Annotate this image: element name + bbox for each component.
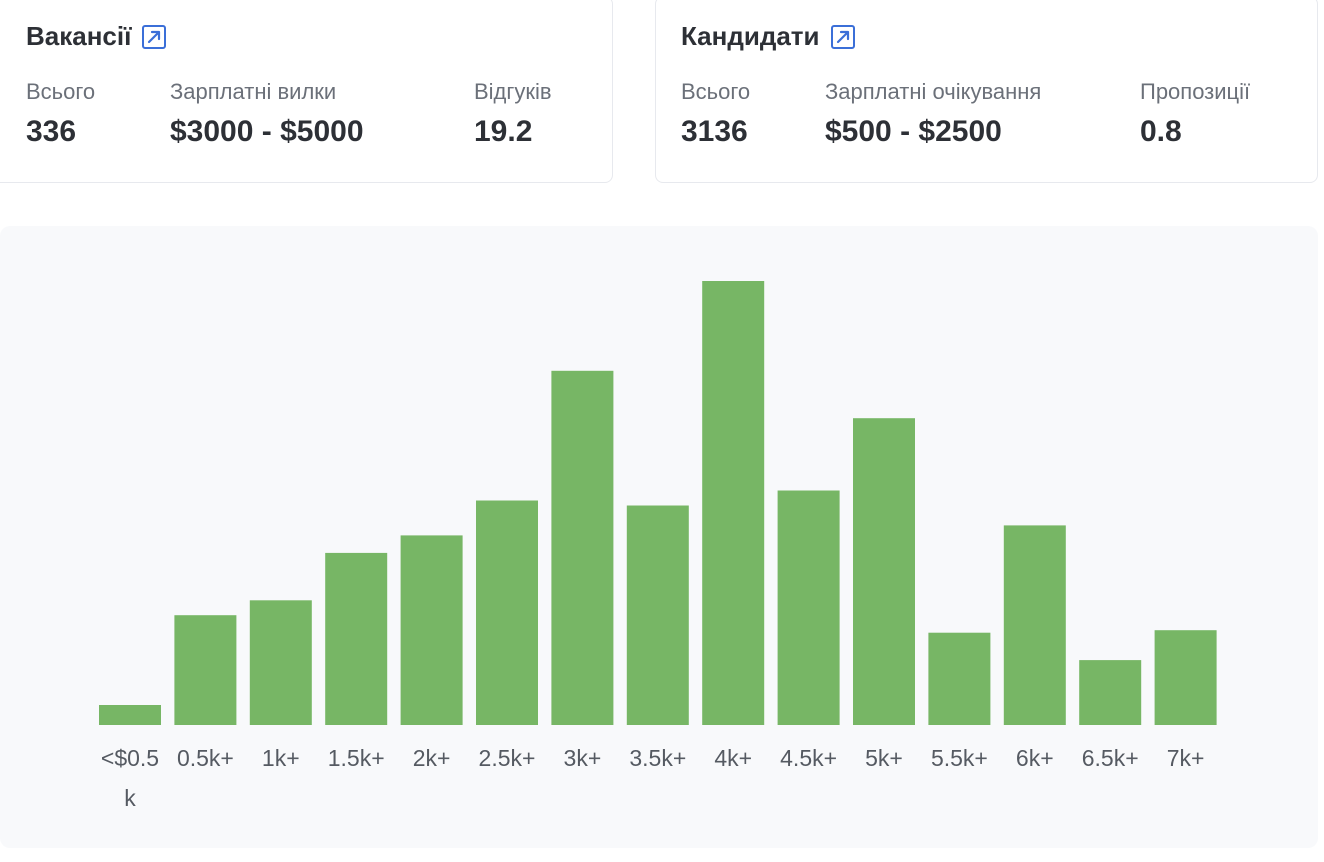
bars-layer [99, 281, 1217, 725]
vacancies-responses-value: 19.2 [474, 115, 532, 149]
bar-5[interactable] [476, 501, 538, 726]
x-tick-label-1: 0.5k+ [177, 745, 234, 771]
vacancies-salary-label: Зарплатні вилки [170, 79, 336, 105]
bar-10[interactable] [853, 418, 915, 725]
salary-histogram-chart: <$0.5 k 0.5k+ 1k+ 1.5k+ 2k+ 2.5k+ 3k+ 3.5k+ 4k+ 4.… [0, 226, 1318, 848]
bar-13[interactable] [1079, 660, 1141, 725]
candidates-total-value: 3136 [681, 115, 748, 149]
bar-12[interactable] [1004, 525, 1066, 725]
candidates-salary-value: $500 - $2500 [825, 115, 1002, 149]
x-tick-label-12: 6k+ [1016, 745, 1054, 771]
salary-histogram-panel: <$0.5 k 0.5k+ 1k+ 1.5k+ 2k+ 2.5k+ 3k+ 3.5k+ 4k+ 4.… [0, 226, 1318, 848]
x-tick-label-13: 6.5k+ [1082, 745, 1139, 771]
vacancies-card: Вакансії Всього 336 Зарплатні вилки $300… [0, 0, 613, 183]
x-tick-label-8: 4k+ [714, 745, 752, 771]
candidates-offers-label: Пропозиції [1140, 79, 1250, 105]
bar-0[interactable] [99, 705, 161, 725]
candidates-card: Кандидати Всього 3136 Зарплатні очікуван… [655, 0, 1318, 183]
vacancies-title[interactable]: Вакансії [26, 21, 167, 52]
vacancies-salary-value: $3000 - $5000 [170, 115, 364, 149]
bar-8[interactable] [702, 281, 764, 725]
vacancies-total-value: 336 [26, 115, 76, 149]
bar-9[interactable] [778, 491, 840, 726]
external-link-icon[interactable] [830, 24, 856, 50]
bar-3[interactable] [325, 553, 387, 725]
candidates-title-text: Кандидати [681, 21, 820, 52]
vacancies-title-text: Вакансії [26, 21, 131, 52]
x-tick-label-7: 3.5k+ [629, 745, 686, 771]
candidates-offers-value: 0.8 [1140, 115, 1182, 149]
bar-7[interactable] [627, 506, 689, 726]
bar-14[interactable] [1155, 630, 1217, 725]
external-link-icon[interactable] [141, 24, 167, 50]
vacancies-responses-label: Відгуків [474, 79, 552, 105]
x-tick-label-0: <$0.5 k [101, 745, 159, 811]
bar-1[interactable] [174, 615, 236, 725]
tick-labels-layer: <$0.5 k 0.5k+ 1k+ 1.5k+ 2k+ 2.5k+ 3k+ 3.5k+ 4k+ 4.… [101, 745, 1205, 811]
vacancies-total-label: Всього [26, 79, 95, 105]
candidates-salary-label: Зарплатні очікування [825, 79, 1041, 105]
bar-6[interactable] [551, 371, 613, 725]
candidates-total-label: Всього [681, 79, 750, 105]
candidates-title[interactable]: Кандидати [681, 21, 856, 52]
bar-11[interactable] [928, 633, 990, 725]
x-tick-label-11: 5.5k+ [931, 745, 988, 771]
bar-4[interactable] [401, 535, 463, 725]
x-tick-label-9: 4.5k+ [780, 745, 837, 771]
x-tick-label-10: 5k+ [865, 745, 903, 771]
bar-2[interactable] [250, 600, 312, 725]
x-tick-label-6: 3k+ [564, 745, 602, 771]
x-tick-label-4: 2k+ [413, 745, 451, 771]
x-tick-label-3: 1.5k+ [328, 745, 385, 771]
x-tick-label-14: 7k+ [1167, 745, 1205, 771]
x-tick-label-5: 2.5k+ [479, 745, 536, 771]
x-tick-label-2: 1k+ [262, 745, 300, 771]
